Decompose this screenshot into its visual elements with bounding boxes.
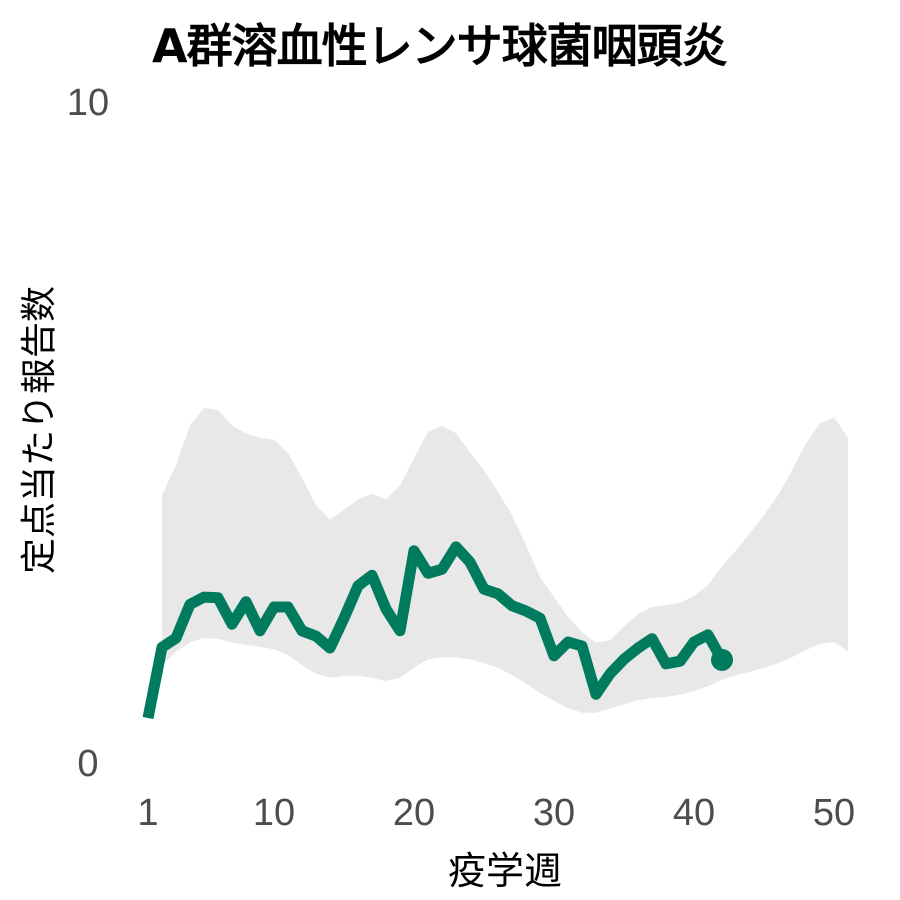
x-tick-label: 40	[672, 792, 716, 834]
x-axis-label: 疫学週	[447, 849, 563, 893]
y-axis-label: 定点当たり報告数	[19, 285, 60, 575]
end-point-marker	[711, 648, 733, 671]
data-line	[142, 541, 727, 720]
y-tick-label: 0	[77, 743, 99, 785]
x-tick-label: 30	[532, 792, 576, 834]
x-tick-label: 10	[252, 792, 296, 834]
x-tick-label: 50	[812, 792, 856, 834]
x-tick-label: 1	[137, 792, 159, 834]
chart-title: A群溶血性レンサ球菌咽頭炎	[152, 19, 728, 73]
x-tick-label: 20	[392, 792, 436, 834]
range-band	[162, 408, 848, 713]
y-tick-label: 10	[66, 82, 110, 124]
